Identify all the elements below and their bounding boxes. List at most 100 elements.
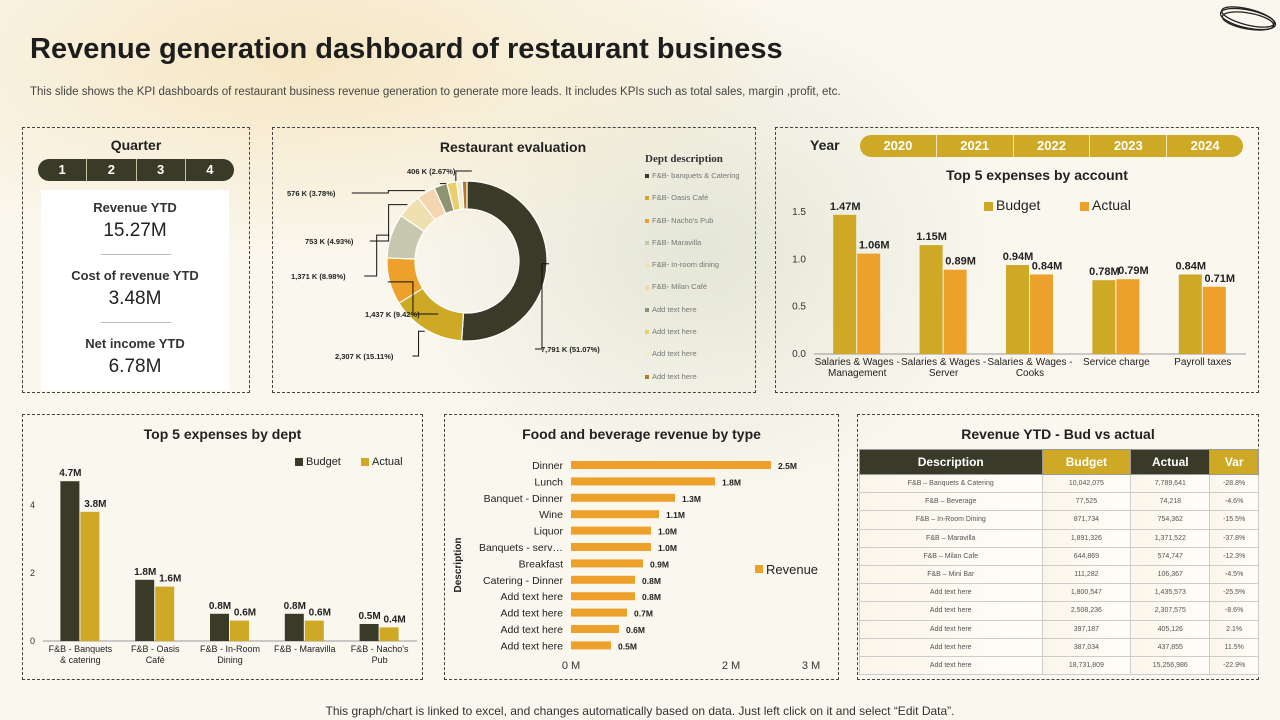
year-option-2022[interactable]: 2022 bbox=[1014, 135, 1091, 157]
bar-actual bbox=[230, 620, 249, 641]
y-tick-label: Banquet - Dinner bbox=[484, 493, 564, 505]
expenses-by-account-chart: 0.0 0.5 1.0 1.5 1.47M 1.06M Salaries & Wages -… bbox=[792, 197, 1246, 379]
data-label: 1.0M bbox=[658, 527, 677, 537]
y-tick-label: Liquor bbox=[534, 526, 564, 538]
bar-actual bbox=[1030, 274, 1053, 354]
table-cell: 1,800,547 bbox=[1041, 583, 1132, 603]
table-row: Add text here 387,034 437,855 11.5% bbox=[859, 637, 1259, 657]
legend-item: F&B- Oasis Café bbox=[645, 193, 740, 215]
table-cell: 10,042,075 bbox=[1041, 473, 1132, 494]
legend-item: F&B- banquets & Catering bbox=[645, 171, 740, 193]
data-label: 0.6M bbox=[234, 608, 256, 619]
x-tick-label: Service charge bbox=[1083, 357, 1150, 368]
data-label: 1.06M bbox=[859, 240, 890, 252]
bar-revenue bbox=[571, 559, 643, 568]
legend-label: F&B- In-room dining bbox=[652, 260, 720, 270]
legend-label: F&B- Nacho's Pub bbox=[652, 215, 714, 225]
chart-title: Top 5 expenses by dept bbox=[143, 426, 302, 442]
year-option-2023[interactable]: 2023 bbox=[1090, 135, 1168, 157]
table-row: Add text here 397,187 405,126 2.1% bbox=[859, 619, 1259, 639]
y-tick-label: 1.0 bbox=[792, 254, 806, 265]
quarter-option-2[interactable]: 2 bbox=[87, 159, 137, 181]
x-tick-label: 2 M bbox=[722, 660, 740, 672]
legend-swatch bbox=[645, 330, 649, 335]
x-tick-label: Salaries & Wages - bbox=[901, 357, 986, 368]
legend-swatch bbox=[645, 285, 649, 290]
data-label: 0.5M bbox=[618, 641, 637, 651]
kpi-value: 3.48M bbox=[108, 288, 162, 309]
data-label: 0.4M bbox=[383, 614, 405, 625]
table-cell: F&B – Banquets & Catering bbox=[859, 473, 1043, 494]
data-label: 0.9M bbox=[650, 559, 669, 569]
legend-item: F&B- In-room dining bbox=[645, 260, 740, 282]
data-label: 0.8M bbox=[642, 592, 661, 602]
legend-swatch bbox=[984, 202, 993, 211]
data-label: 0.71M bbox=[1205, 273, 1236, 285]
table-row: Add text here 1,800,547 1,435,573 -25.5% bbox=[859, 583, 1259, 603]
x-tick-label: F&B - Banquets bbox=[49, 644, 113, 654]
table-cell: 11.5% bbox=[1209, 637, 1259, 657]
table-cell: -8.6% bbox=[1209, 601, 1259, 621]
quarter-option-4[interactable]: 4 bbox=[206, 162, 214, 177]
quarter-option-3[interactable]: 3 bbox=[137, 159, 186, 181]
donut-slice bbox=[461, 180, 468, 210]
table-cell: -15.5% bbox=[1209, 510, 1259, 530]
table-cell: Add text here bbox=[859, 655, 1043, 676]
data-label: 0.8M bbox=[642, 576, 661, 586]
legend-label: F&B- Oasis Café bbox=[652, 193, 709, 203]
data-label: 1.3M bbox=[682, 494, 701, 504]
revenue-ytd-table: Description Budget Actual Var F&B – Banquets… bbox=[859, 449, 1259, 676]
table-cell: -28.8% bbox=[1209, 473, 1259, 494]
table-cell: 644,869 bbox=[1041, 546, 1132, 566]
legend-label: Add text here bbox=[652, 327, 697, 337]
data-label: 753 K (4.93%) bbox=[305, 237, 354, 246]
table-cell: 106,367 bbox=[1130, 564, 1211, 585]
table-row: F&B – Beverage 77,525 74,218 -4.6% bbox=[859, 492, 1259, 512]
y-tick-label: Catering - Dinner bbox=[483, 575, 563, 587]
data-label: 1.6M bbox=[159, 574, 181, 585]
data-label: 1.0M bbox=[658, 543, 677, 553]
expenses-by-account-panel: Year 2020 2021 2022 2023 2024 Top 5 expe… bbox=[775, 127, 1259, 393]
legend-swatch bbox=[1080, 202, 1089, 211]
bar-revenue bbox=[571, 493, 675, 502]
quarter-option-1[interactable]: 1 bbox=[38, 159, 88, 181]
donut-legend: Dept description F&B- banquets & Catering… bbox=[645, 153, 740, 394]
legend-swatch bbox=[645, 352, 649, 357]
legend-swatch bbox=[645, 263, 649, 268]
x-tick-label: 3 M bbox=[802, 660, 820, 672]
legend-item: Add text here bbox=[645, 305, 740, 327]
table-row: F&B – Milan Cafe 644,869 574,747 -12.3% bbox=[859, 546, 1259, 566]
bar-revenue bbox=[571, 575, 635, 584]
column-header: Budget bbox=[1041, 449, 1132, 475]
year-option-2021[interactable]: 2021 bbox=[937, 135, 1014, 157]
data-label: 2.5M bbox=[778, 461, 797, 471]
table-cell: 15,256,986 bbox=[1130, 655, 1211, 676]
table-cell: -22.9% bbox=[1209, 655, 1259, 676]
table-row: F&B – Banquets & Catering 10,042,075 7,789… bbox=[859, 473, 1259, 494]
legend-item: F&B- Milan Café bbox=[645, 282, 740, 304]
data-label: 4.7M bbox=[59, 468, 81, 479]
legend-label: F&B- Maravilla bbox=[652, 237, 702, 247]
year-option-2020[interactable]: 2020 bbox=[860, 135, 937, 157]
data-label: 0.89M bbox=[945, 256, 976, 268]
y-tick-label: 0.5 bbox=[792, 302, 806, 313]
bar-actual bbox=[155, 586, 175, 641]
donut-slice bbox=[461, 180, 548, 342]
column-header: Description bbox=[859, 449, 1043, 475]
bar-budget bbox=[919, 245, 943, 354]
data-label: 0.78M bbox=[1089, 266, 1120, 278]
year-option-2024[interactable]: 2024 bbox=[1190, 138, 1220, 153]
bar-actual bbox=[80, 511, 100, 641]
legend-swatch bbox=[645, 240, 649, 245]
x-tick-label: Management bbox=[828, 368, 887, 379]
fb-revenue-chart: 0 M 2 M 3 M Description Dinner 2.5M Lunch 1.8M B… bbox=[453, 460, 820, 672]
data-label: 0.7M bbox=[634, 609, 653, 619]
bar-budget bbox=[833, 214, 857, 354]
x-tick-label: 0 M bbox=[562, 660, 580, 672]
donut-chart: 7,791 K (51.07%) 2,307 K (15.11%) 1,437 K … bbox=[287, 167, 600, 361]
table-cell: -37.8% bbox=[1209, 528, 1259, 548]
kpi-label: Net income YTD bbox=[85, 336, 185, 351]
chart-title: Top 5 expenses by account bbox=[946, 167, 1128, 183]
bar-actual bbox=[1116, 279, 1140, 354]
bar-revenue bbox=[571, 477, 715, 486]
